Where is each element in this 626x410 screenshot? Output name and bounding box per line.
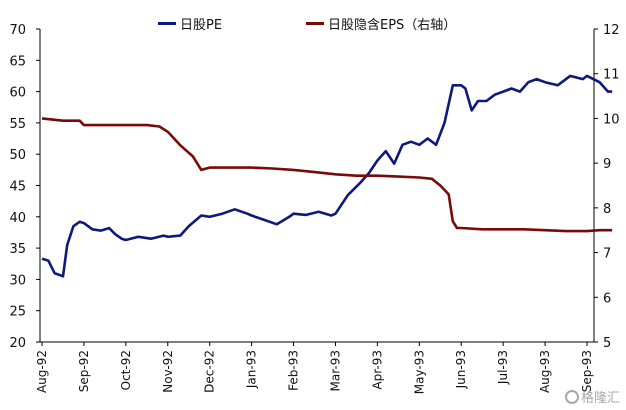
right-tick-label: 12 — [603, 23, 620, 38]
x-tick-label: Aug-92 — [35, 350, 49, 393]
x-tick-label: May-93 — [412, 350, 426, 394]
right-tick-label: 6 — [603, 291, 611, 306]
right-tick-label: 5 — [603, 336, 611, 351]
x-tick-label: Dec-92 — [203, 350, 217, 393]
x-tick-label: Feb-93 — [287, 350, 301, 391]
left-tick-label: 25 — [9, 305, 26, 320]
left-tick-label: 60 — [9, 86, 26, 101]
eps-series-line — [41, 117, 613, 233]
left-tick-label: 30 — [9, 273, 26, 288]
left-tick-label: 65 — [9, 54, 26, 69]
axes — [39, 29, 595, 343]
legend-eps: 日股隐含EPS（右轴） — [306, 14, 456, 33]
x-tick-label: Jul-93 — [496, 350, 510, 385]
left-tick-label: 45 — [9, 180, 26, 195]
x-tick-label: Jun-93 — [454, 350, 468, 389]
x-tick-label: Mar-93 — [328, 350, 342, 391]
x-tick-label: Apr-93 — [370, 350, 384, 390]
right-tick-label: 10 — [603, 112, 620, 127]
watermark-logo-icon — [564, 389, 579, 404]
right-tick-label: 11 — [603, 68, 620, 83]
legend-eps-swatch — [306, 22, 324, 25]
left-tick-label: 20 — [9, 336, 26, 351]
x-tick-label: Aug-93 — [538, 350, 552, 393]
watermark-text: 格隆汇 — [580, 391, 620, 406]
right-tick-label: 8 — [603, 202, 611, 217]
left-tick-label: 40 — [9, 211, 26, 226]
left-tick-label: 35 — [9, 242, 26, 257]
series-lines — [41, 74, 613, 278]
legend-eps-label: 日股隐含EPS（右轴） — [328, 18, 457, 33]
right-tick-label: 7 — [603, 247, 611, 262]
pe-series-line — [41, 74, 613, 278]
right-tick-label: 9 — [603, 157, 611, 172]
x-tick-label: Sep-93 — [580, 350, 594, 392]
left-tick-label: 70 — [9, 23, 26, 38]
legend-pe-label: 日股PE — [180, 18, 223, 33]
legend-pe-swatch — [158, 22, 176, 25]
ticks: 20 25 30 35 40 45 50 55 60 65 70 5 6 7 8 9 10 11 12 Aug-92 S… — [9, 23, 619, 394]
x-tick-label: Oct-92 — [119, 350, 133, 390]
legend-pe: 日股PE — [158, 14, 222, 33]
x-tick-label: Sep-92 — [77, 350, 91, 392]
x-tick-label: Jan-93 — [245, 350, 259, 389]
watermark: 格隆汇 — [564, 387, 620, 406]
left-tick-label: 55 — [9, 117, 26, 132]
x-tick-label: Nov-92 — [161, 350, 175, 393]
left-tick-label: 50 — [9, 148, 26, 163]
